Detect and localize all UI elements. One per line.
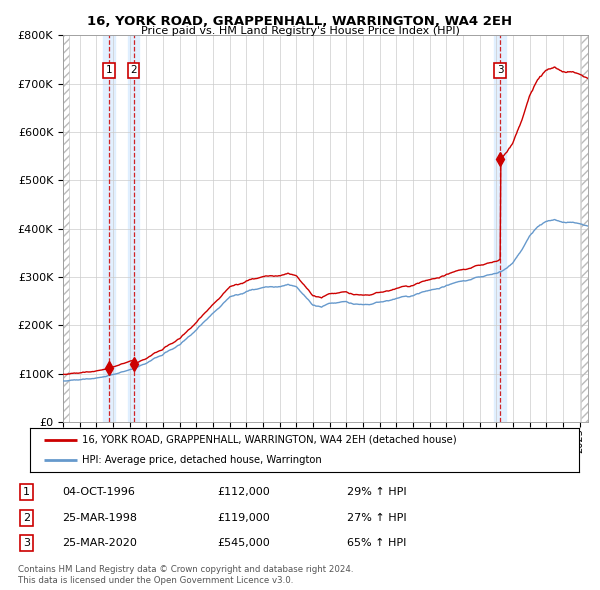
Text: 25-MAR-2020: 25-MAR-2020 xyxy=(62,538,137,548)
Text: 04-OCT-1996: 04-OCT-1996 xyxy=(62,487,135,497)
Text: 3: 3 xyxy=(23,538,30,548)
Text: HPI: Average price, detached house, Warrington: HPI: Average price, detached house, Warr… xyxy=(82,455,322,465)
Bar xyxy=(128,35,139,422)
Text: 65% ↑ HPI: 65% ↑ HPI xyxy=(347,538,406,548)
Text: 1: 1 xyxy=(23,487,30,497)
Text: 1: 1 xyxy=(106,65,112,75)
Text: £545,000: £545,000 xyxy=(218,538,271,548)
Text: 25-MAR-1998: 25-MAR-1998 xyxy=(62,513,137,523)
Text: 16, YORK ROAD, GRAPPENHALL, WARRINGTON, WA4 2EH: 16, YORK ROAD, GRAPPENHALL, WARRINGTON, … xyxy=(88,15,512,28)
Bar xyxy=(494,35,506,422)
Text: Contains HM Land Registry data © Crown copyright and database right 2024.: Contains HM Land Registry data © Crown c… xyxy=(18,565,353,574)
Text: 3: 3 xyxy=(497,65,503,75)
Text: £119,000: £119,000 xyxy=(218,513,271,523)
Text: 2: 2 xyxy=(23,513,30,523)
Text: Price paid vs. HM Land Registry's House Price Index (HPI): Price paid vs. HM Land Registry's House … xyxy=(140,26,460,36)
Text: £112,000: £112,000 xyxy=(218,487,271,497)
Text: 16, YORK ROAD, GRAPPENHALL, WARRINGTON, WA4 2EH (detached house): 16, YORK ROAD, GRAPPENHALL, WARRINGTON, … xyxy=(82,435,457,445)
Text: 29% ↑ HPI: 29% ↑ HPI xyxy=(347,487,407,497)
Text: This data is licensed under the Open Government Licence v3.0.: This data is licensed under the Open Gov… xyxy=(18,576,293,585)
Text: 2: 2 xyxy=(130,65,137,75)
Text: 27% ↑ HPI: 27% ↑ HPI xyxy=(347,513,407,523)
Bar xyxy=(103,35,115,422)
